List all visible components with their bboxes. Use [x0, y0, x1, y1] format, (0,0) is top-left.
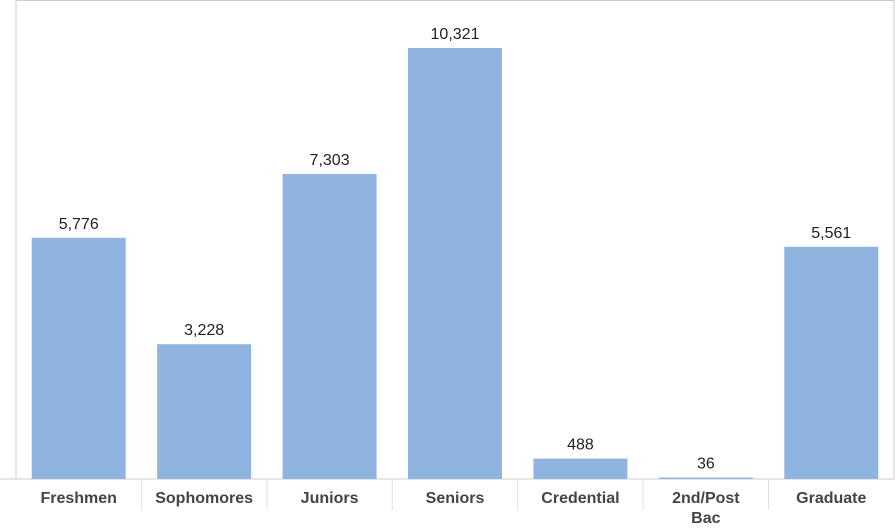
value-label: 10,321 — [431, 26, 480, 43]
chart-tick-labels: Freshmen Sophomores Juniors Seniors Credenti… — [40, 490, 866, 527]
x-tick-label: Bac — [691, 510, 720, 527]
bar-2nd-post-bac — [658, 477, 753, 479]
bar-sophomores — [157, 344, 252, 479]
value-label: 3,228 — [184, 322, 224, 339]
value-label: 36 — [697, 455, 715, 472]
bar-freshmen — [31, 237, 126, 479]
chart-bars — [31, 48, 879, 480]
x-tick-label: Graduate — [796, 490, 866, 507]
x-tick-label: Juniors — [301, 490, 359, 507]
value-label: 5,561 — [811, 225, 851, 242]
chart-value-labels: 5,776 3,228 7,303 10,321 488 36 5,561 — [59, 26, 852, 472]
value-label: 5,776 — [59, 216, 99, 233]
value-label: 488 — [567, 437, 594, 454]
x-tick-label: Freshmen — [40, 490, 116, 507]
x-tick-label: Sophomores — [155, 490, 253, 507]
x-tick-label: 2nd/Post — [672, 490, 740, 507]
bar-credential — [533, 458, 628, 479]
x-tick-label: Credential — [541, 490, 619, 507]
value-label: 7,303 — [310, 152, 350, 169]
bar-graduate — [784, 246, 879, 479]
bar-seniors — [408, 48, 502, 479]
bar-juniors — [282, 174, 377, 480]
x-tick-label: Seniors — [426, 490, 485, 507]
